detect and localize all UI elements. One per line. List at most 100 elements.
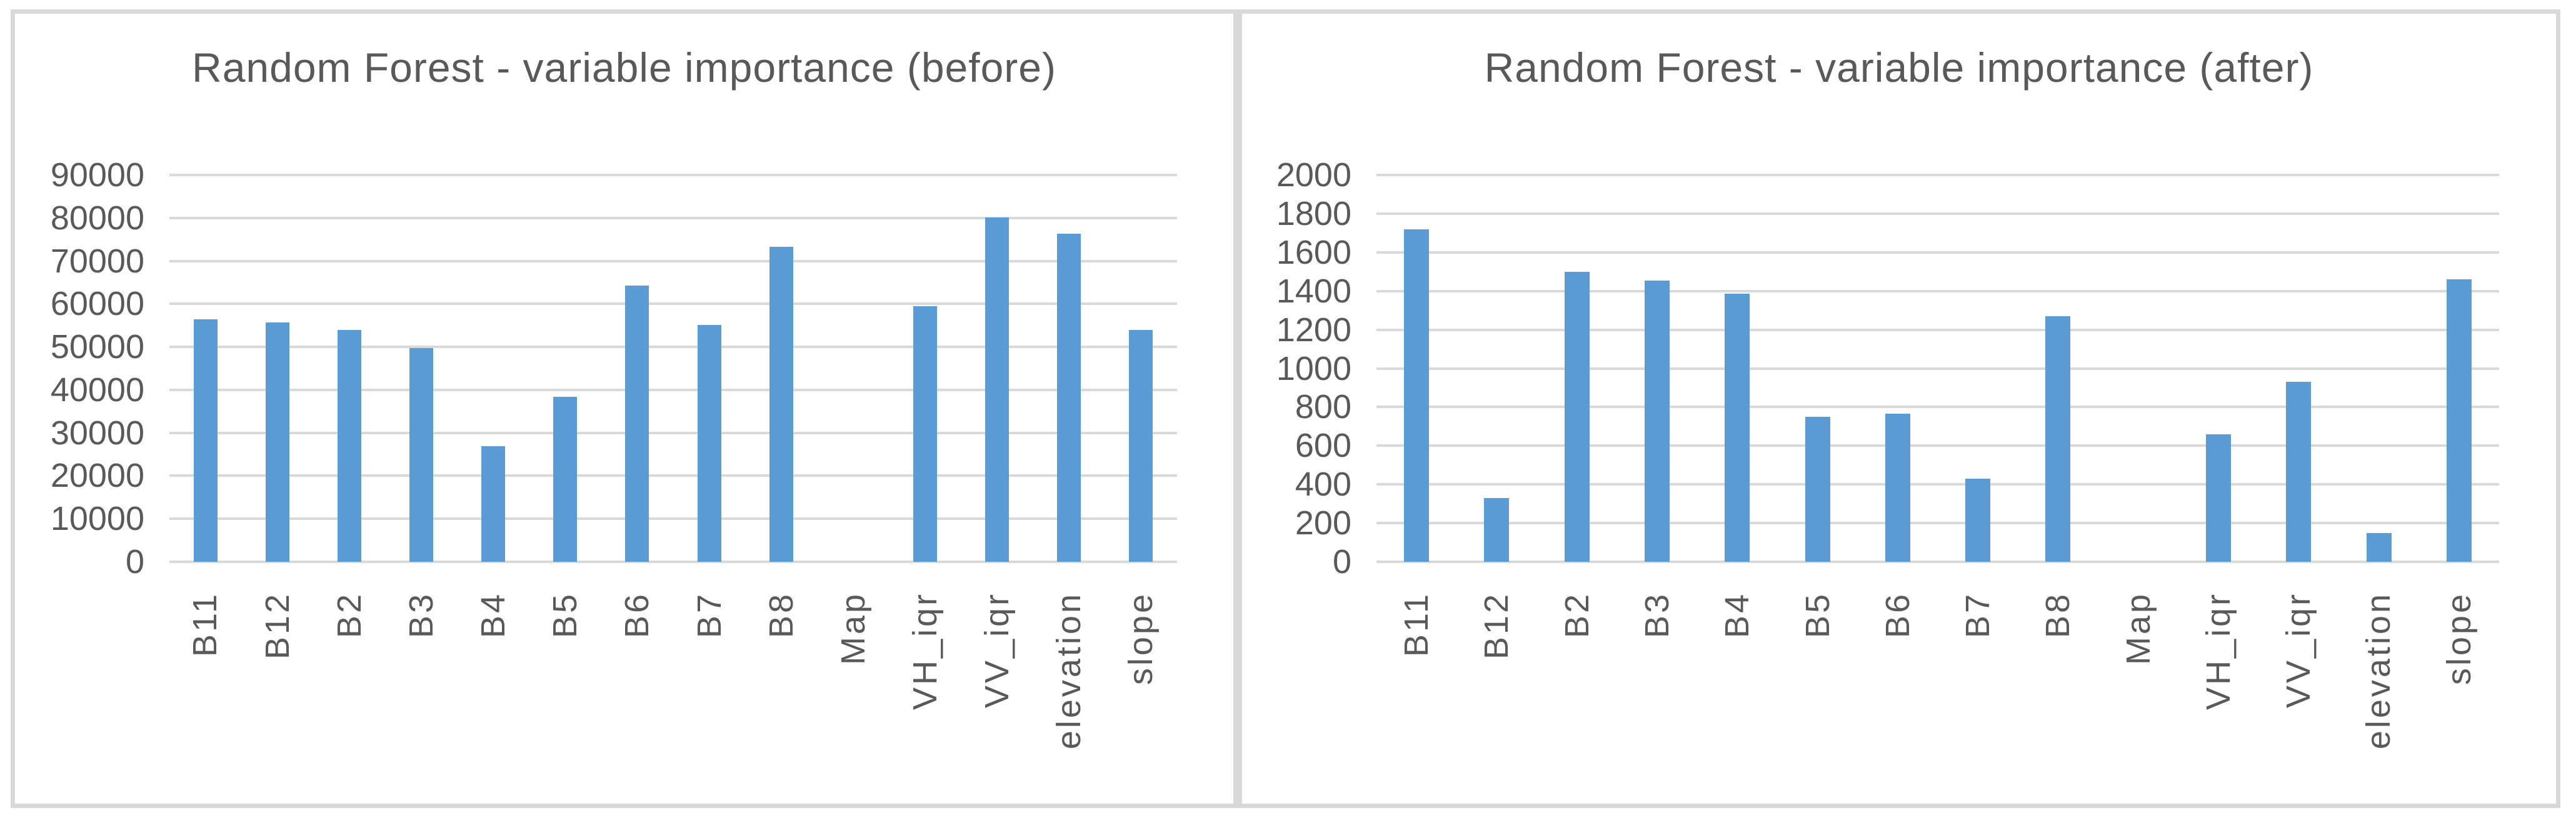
bar-B8 xyxy=(769,246,793,562)
x-axis-label-text: B8 xyxy=(762,592,800,639)
chart-panel-before: Random Forest - variable importance (bef… xyxy=(11,9,1238,808)
y-axis-tick-label: 50000 xyxy=(50,328,144,366)
x-axis-label-text: B6 xyxy=(1878,592,1917,639)
bar-B11 xyxy=(193,319,218,562)
x-axis-label-text: VV_iqr xyxy=(2280,592,2318,709)
x-axis-label-text: B11 xyxy=(1398,592,1436,657)
x-axis-label-text: B11 xyxy=(186,592,224,657)
x-axis-label-text: B5 xyxy=(1798,592,1837,639)
x-axis-label-text: B2 xyxy=(330,592,368,639)
chart-panel-after: Random Forest - variable importance (aft… xyxy=(1238,9,2560,808)
y-axis-tick-label: 200 xyxy=(1295,504,1351,542)
bar-B4 xyxy=(1725,294,1750,562)
gridline xyxy=(1376,483,2499,486)
x-axis-label-text: slope xyxy=(2440,592,2478,686)
y-axis-tick-label: 80000 xyxy=(50,199,144,237)
bar-VH_iqr xyxy=(2206,434,2231,562)
y-axis-tick-label: 1200 xyxy=(1276,311,1351,349)
x-axis-label-text: B3 xyxy=(403,592,440,639)
gridline xyxy=(169,346,1177,349)
bar-B2 xyxy=(1564,271,1590,562)
gridline xyxy=(169,517,1177,521)
bar-B5 xyxy=(553,396,578,562)
x-axis-label-text: B7 xyxy=(1959,592,1997,639)
bar-B5 xyxy=(1805,416,1830,562)
x-axis-label-text: slope xyxy=(1122,592,1160,686)
x-axis-label-text: B12 xyxy=(258,592,296,660)
bar-slope xyxy=(2446,279,2472,562)
x-axis-label-text: elevation xyxy=(2360,592,2398,750)
x-axis-label-text: VH_iqr xyxy=(906,592,944,711)
x-axis-label-text: B6 xyxy=(618,592,656,639)
gridline xyxy=(1376,174,2499,176)
bar-B12 xyxy=(1484,497,1510,562)
gridline xyxy=(1376,522,2499,525)
bar-slope xyxy=(1129,329,1153,562)
gridline xyxy=(169,174,1177,176)
x-axis-label-text: B5 xyxy=(546,592,584,639)
x-axis-label-text: B2 xyxy=(1558,592,1596,639)
bar-B3 xyxy=(409,347,433,562)
gridline xyxy=(169,561,1177,563)
bar-elevation xyxy=(2366,532,2392,562)
bar-B7 xyxy=(697,325,721,562)
y-axis-tick-label: 1600 xyxy=(1276,233,1351,271)
y-axis-tick-label: 30000 xyxy=(50,414,144,452)
y-axis-tick-label: 40000 xyxy=(50,371,144,409)
x-axis-label-text: VV_iqr xyxy=(978,592,1016,709)
bar-B8 xyxy=(2045,316,2071,562)
bar-VV_iqr xyxy=(985,217,1010,562)
bar-B4 xyxy=(481,446,506,562)
bar-VV_iqr xyxy=(2286,382,2312,562)
gridline xyxy=(169,302,1177,306)
bar-B3 xyxy=(1645,280,1670,562)
gridline xyxy=(1376,406,2499,409)
x-axis-label-text: VH_iqr xyxy=(2200,592,2237,711)
chart-title-after: Random Forest - variable importance (aft… xyxy=(1484,44,2314,91)
y-axis-tick-label: 10000 xyxy=(50,500,144,538)
y-axis-tick-label: 20000 xyxy=(50,457,144,495)
gridline xyxy=(1376,212,2499,215)
x-axis-label-text: B4 xyxy=(474,592,513,639)
x-axis-label-text: B4 xyxy=(1718,592,1757,639)
chart-title-before: Random Forest - variable importance (bef… xyxy=(192,44,1056,91)
gridline xyxy=(169,259,1177,262)
x-axis-label-text: elevation xyxy=(1050,592,1088,750)
gridline xyxy=(1376,289,2499,292)
gridline xyxy=(169,388,1177,391)
y-axis-tick-label: 90000 xyxy=(50,156,144,194)
y-axis-tick-label: 0 xyxy=(1332,543,1351,581)
y-axis-tick-label: 600 xyxy=(1295,427,1351,465)
x-axis-label-text: Map xyxy=(834,592,872,666)
bar-B11 xyxy=(1404,229,1430,562)
y-axis-tick-label: 70000 xyxy=(50,242,144,280)
gridline xyxy=(1376,561,2499,563)
bar-B2 xyxy=(337,329,361,562)
y-axis-tick-label: 0 xyxy=(125,543,144,581)
bar-VH_iqr xyxy=(913,306,937,562)
x-axis-label-text: B12 xyxy=(1478,592,1516,660)
bar-B7 xyxy=(1965,478,1991,562)
x-axis-label-text: B8 xyxy=(2039,592,2077,639)
bar-B12 xyxy=(265,322,289,562)
gridline xyxy=(1376,251,2499,254)
bar-B6 xyxy=(1885,414,1910,562)
y-axis-tick-label: 1800 xyxy=(1276,194,1351,232)
x-axis-label-text: Map xyxy=(2119,592,2157,666)
plot-area-after: 2000 1800 1600 1400 1200 1000 800 600 400 200 0 B11… xyxy=(1276,156,2499,749)
y-axis-tick-label: 400 xyxy=(1295,466,1351,504)
y-axis-tick-label: 60000 xyxy=(50,285,144,323)
gridline xyxy=(169,474,1177,477)
gridline xyxy=(169,431,1177,434)
y-axis-tick-label: 800 xyxy=(1295,388,1351,426)
gridline xyxy=(1376,444,2499,447)
x-axis-label-text: B3 xyxy=(1638,592,1676,639)
bar-elevation xyxy=(1057,234,1081,562)
y-axis-tick-label: 2000 xyxy=(1276,156,1351,194)
bar-B6 xyxy=(625,285,649,562)
gridline xyxy=(1376,367,2499,370)
gridline xyxy=(1376,328,2499,331)
gridline xyxy=(169,216,1177,219)
y-axis-tick-label: 1000 xyxy=(1276,349,1351,387)
